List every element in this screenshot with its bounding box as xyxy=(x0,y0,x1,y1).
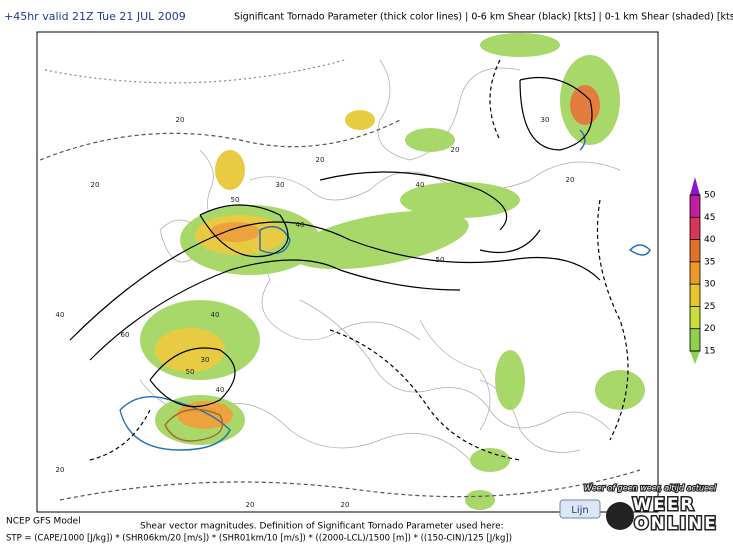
logo-mark xyxy=(606,502,634,530)
contour-label: 40 xyxy=(56,311,65,319)
contour-label: 20 xyxy=(316,156,325,164)
map-title: Significant Tornado Parameter (thick col… xyxy=(234,12,733,23)
colorbar: 15 20 25 30 35 40 45 50 xyxy=(689,177,716,365)
colorbar-segment xyxy=(690,217,700,240)
formula-text: STP = (CAPE/1000 [J/kg]) * (SHR06km/20 [… xyxy=(6,534,512,544)
button-label[interactable]: Lijn xyxy=(571,505,588,516)
colorbar-tick-label: 25 xyxy=(704,302,715,312)
colorbar-segment xyxy=(690,239,700,262)
contour-label: 40 xyxy=(216,386,225,394)
logo-line2: ONLINE xyxy=(634,514,718,534)
contour-labels: 20 20 20 40 50 30 40 50 40 20 60 40 30 20 20 40 50 20 30 20 xyxy=(56,116,575,509)
contour-label: 50 xyxy=(186,368,195,376)
model-name: NCEP GFS Model xyxy=(6,517,81,527)
colorbar-tick-label: 15 xyxy=(704,347,715,357)
colorbar-tick-label: 35 xyxy=(704,257,715,267)
colorbar-tick-label: 50 xyxy=(704,191,716,201)
contour-label: 20 xyxy=(91,181,100,189)
colorbar-high-arrow xyxy=(690,177,700,195)
shear-contours xyxy=(39,59,641,501)
button-frame[interactable] xyxy=(559,499,601,519)
contour-label: 40 xyxy=(416,181,425,189)
colorbar-tick-label: 30 xyxy=(704,280,716,290)
contour-label: 50 xyxy=(436,256,445,264)
colorbar-tick-label: 40 xyxy=(704,235,716,245)
definition-text: Shear vector magnitudes. Definition of S… xyxy=(140,522,504,532)
colorbar-tick-label: 20 xyxy=(704,324,716,334)
contour-label: 20 xyxy=(566,176,575,184)
colorbar-segment xyxy=(690,328,700,351)
colorbar-segment xyxy=(690,284,700,307)
contour-label: 20 xyxy=(176,116,185,124)
colorbar-segment xyxy=(690,261,700,285)
map-body: 20 20 20 40 50 30 40 50 40 20 60 40 30 20 20 40 50 20 30 20 xyxy=(39,33,651,510)
stp-contours xyxy=(119,129,651,451)
colorbar-segment xyxy=(690,195,700,218)
contour-label: 50 xyxy=(231,196,240,204)
logo-tagline: Weer of geen weer, altijd actueel xyxy=(584,484,717,493)
contour-label: 60 xyxy=(121,331,130,339)
contour-label: 30 xyxy=(201,356,210,364)
contour-label: 40 xyxy=(211,311,220,319)
valid-time: +45hr valid 21Z Tue 21 JUL 2009 xyxy=(4,10,186,23)
colorbar-low-arrow xyxy=(690,351,700,365)
colorbar-segment xyxy=(690,306,700,329)
contour-label: 20 xyxy=(341,501,350,509)
colorbar-tick-label: 45 xyxy=(704,213,715,223)
logo: Weer of geen weer, altijd actueel WEER O… xyxy=(583,482,718,535)
logo-line1: WEER xyxy=(632,495,695,515)
contour-label: 30 xyxy=(276,181,285,189)
contour-label: 20 xyxy=(246,501,255,509)
contour-label: 20 xyxy=(451,146,460,154)
contour-label: 20 xyxy=(56,466,65,474)
contour-label: 40 xyxy=(296,221,305,229)
line-button[interactable]: Lijn xyxy=(559,499,601,519)
contour-label: 30 xyxy=(541,116,550,124)
